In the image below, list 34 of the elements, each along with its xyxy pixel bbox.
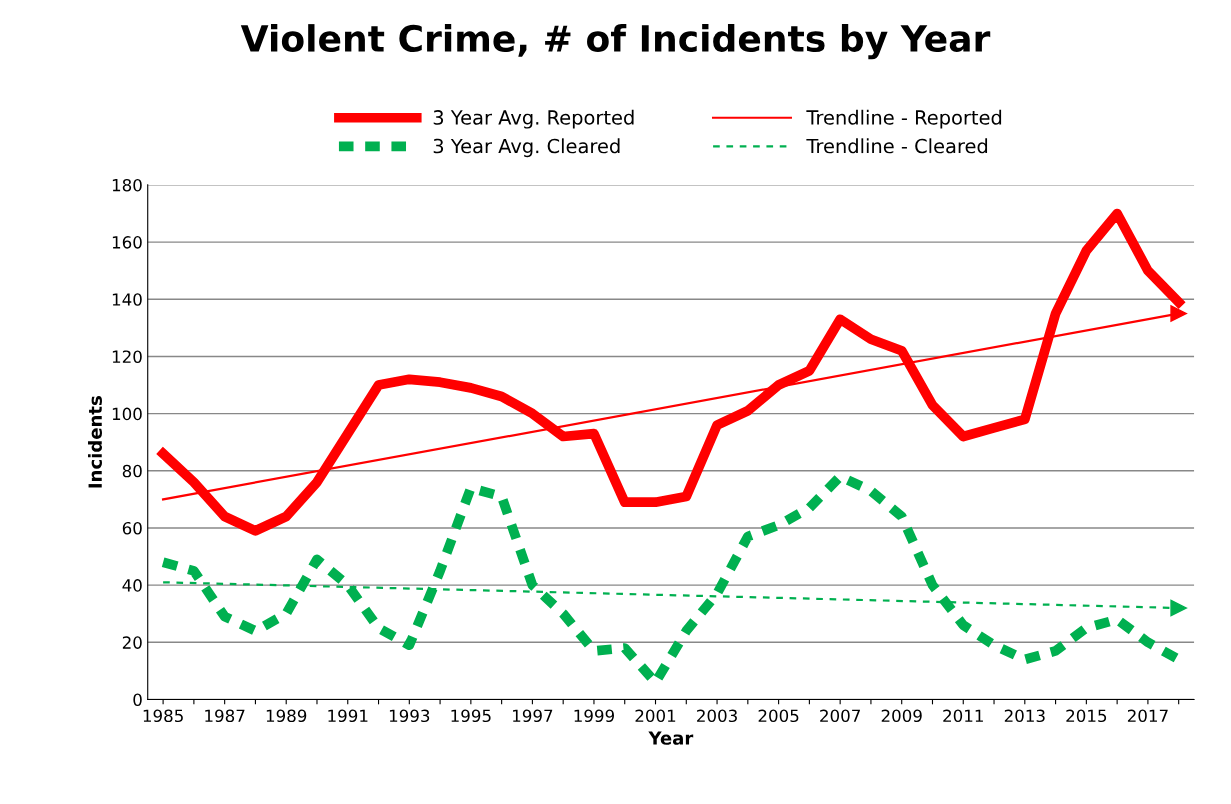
legend-label: Trendline - Cleared bbox=[806, 138, 988, 154]
y-tick-label: 180 bbox=[112, 178, 142, 192]
y-tick-label: 160 bbox=[112, 236, 142, 249]
y-tick-label: 60 bbox=[122, 521, 142, 535]
x-tick-label: 1997 bbox=[513, 709, 553, 723]
x-tick-label: 2003 bbox=[697, 709, 737, 723]
x-tick-label: 1993 bbox=[389, 709, 430, 723]
x-tick-label: 2015 bbox=[1066, 709, 1107, 723]
x-tick-label: 1989 bbox=[266, 709, 307, 723]
x-tick-label: 2001 bbox=[635, 709, 676, 723]
x-tick-label: 1985 bbox=[143, 709, 183, 723]
x-tick-label: 2007 bbox=[820, 709, 860, 723]
y-tick-label: 120 bbox=[112, 350, 142, 364]
y-tick-label: 100 bbox=[112, 407, 142, 421]
chart-title: Violent Crime, # of Incidents by Year bbox=[240, 24, 991, 60]
y-tick-label: 0 bbox=[133, 693, 142, 707]
x-tick-label: 1987 bbox=[205, 709, 245, 723]
x-tick-label: 1999 bbox=[574, 709, 614, 723]
x-axis-title: Year bbox=[648, 731, 694, 745]
x-tick-label: 2009 bbox=[881, 709, 922, 723]
legend-label: 3 Year Avg. Reported bbox=[433, 109, 634, 129]
y-tick-label: 40 bbox=[122, 579, 142, 592]
x-tick-label: 2011 bbox=[943, 709, 983, 723]
legend-label: Trendline - Reported bbox=[806, 109, 1002, 129]
y-axis-title: Incidents bbox=[88, 396, 102, 488]
x-tick-label: 2005 bbox=[758, 709, 799, 723]
y-tick-label: 20 bbox=[122, 636, 142, 649]
x-tick-label: 2017 bbox=[1127, 709, 1168, 723]
y-tick-label: 140 bbox=[112, 293, 142, 306]
legend-label: 3 Year Avg. Cleared bbox=[433, 138, 620, 158]
x-tick-label: 1995 bbox=[451, 709, 491, 723]
y-tick-label: 80 bbox=[122, 464, 142, 478]
x-tick-label: 2013 bbox=[1004, 709, 1045, 723]
x-tick-label: 1991 bbox=[328, 709, 368, 723]
